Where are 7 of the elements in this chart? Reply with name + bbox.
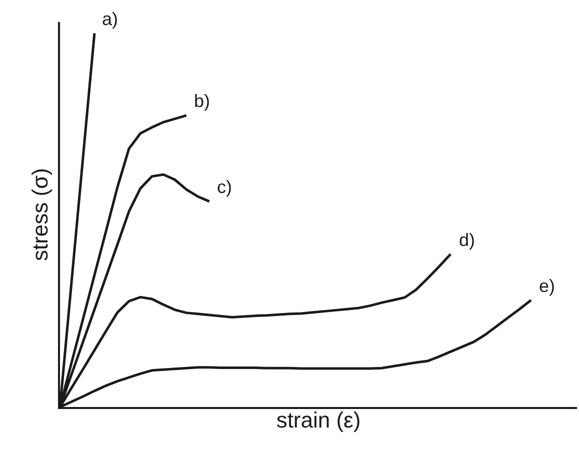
series-label: c)	[217, 177, 232, 197]
y-axis-title: stress (σ)	[27, 168, 52, 262]
series-label: b)	[194, 91, 210, 111]
x-axis-title: strain (ε)	[276, 407, 361, 432]
series-label: e)	[539, 276, 556, 296]
series-label: a)	[102, 9, 118, 29]
series-label: d)	[459, 230, 476, 250]
